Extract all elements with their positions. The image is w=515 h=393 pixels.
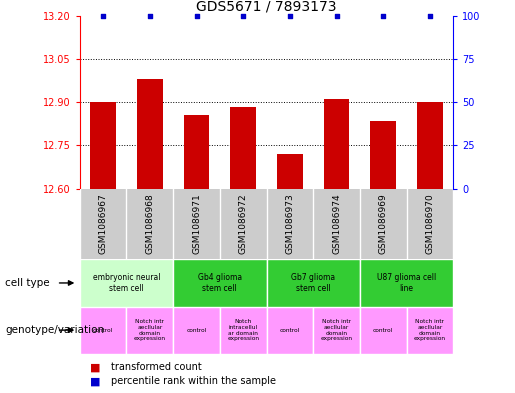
Text: percentile rank within the sample: percentile rank within the sample <box>111 376 276 386</box>
Text: Gb4 glioma
stem cell: Gb4 glioma stem cell <box>198 273 242 293</box>
Text: GSM1086970: GSM1086970 <box>425 194 434 254</box>
Text: GSM1086972: GSM1086972 <box>238 194 248 254</box>
Point <box>426 13 434 19</box>
Bar <box>80 307 127 354</box>
Bar <box>80 259 173 307</box>
Bar <box>370 121 396 189</box>
Bar <box>173 259 267 307</box>
Bar <box>230 107 256 189</box>
Point <box>239 13 247 19</box>
Text: GSM1086974: GSM1086974 <box>332 194 341 254</box>
Text: control: control <box>280 328 300 332</box>
Bar <box>173 307 220 354</box>
Bar <box>90 102 116 189</box>
Bar <box>313 307 360 354</box>
Text: U87 glioma cell
line: U87 glioma cell line <box>377 273 436 293</box>
Text: cell type: cell type <box>5 278 50 288</box>
Bar <box>324 99 349 189</box>
Text: Notch intr
aecllular
domain
expression: Notch intr aecllular domain expression <box>320 319 353 341</box>
Text: GSM1086971: GSM1086971 <box>192 194 201 254</box>
Bar <box>184 115 209 189</box>
Bar <box>267 307 313 354</box>
Point <box>193 13 201 19</box>
Text: Notch intr
aecllular
domain
expression: Notch intr aecllular domain expression <box>134 319 166 341</box>
Text: ■: ■ <box>90 376 100 386</box>
Bar <box>360 259 453 307</box>
Text: transformed count: transformed count <box>111 362 201 373</box>
Text: GSM1086973: GSM1086973 <box>285 194 295 254</box>
Text: control: control <box>93 328 113 332</box>
Bar <box>267 259 360 307</box>
Text: Notch intr
aecllular
domain
expression: Notch intr aecllular domain expression <box>414 319 446 341</box>
Bar <box>277 154 303 189</box>
Bar <box>406 307 453 354</box>
Text: GSM1086968: GSM1086968 <box>145 194 154 254</box>
Bar <box>220 307 267 354</box>
Text: Notch
intracellul
ar domain
expression: Notch intracellul ar domain expression <box>227 319 259 341</box>
Text: GSM1086967: GSM1086967 <box>99 194 108 254</box>
Bar <box>137 79 163 189</box>
Point <box>332 13 340 19</box>
Text: control: control <box>186 328 207 332</box>
Point <box>379 13 387 19</box>
Text: GSM1086969: GSM1086969 <box>379 194 388 254</box>
Text: ■: ■ <box>90 362 100 373</box>
Bar <box>127 307 173 354</box>
Point <box>146 13 154 19</box>
Text: genotype/variation: genotype/variation <box>5 325 104 335</box>
Text: embryonic neural
stem cell: embryonic neural stem cell <box>93 273 160 293</box>
Title: GDS5671 / 7893173: GDS5671 / 7893173 <box>196 0 337 13</box>
Bar <box>417 102 443 189</box>
Text: control: control <box>373 328 393 332</box>
Point <box>286 13 294 19</box>
Text: Gb7 glioma
stem cell: Gb7 glioma stem cell <box>291 273 335 293</box>
Point <box>99 13 107 19</box>
Bar <box>360 307 406 354</box>
